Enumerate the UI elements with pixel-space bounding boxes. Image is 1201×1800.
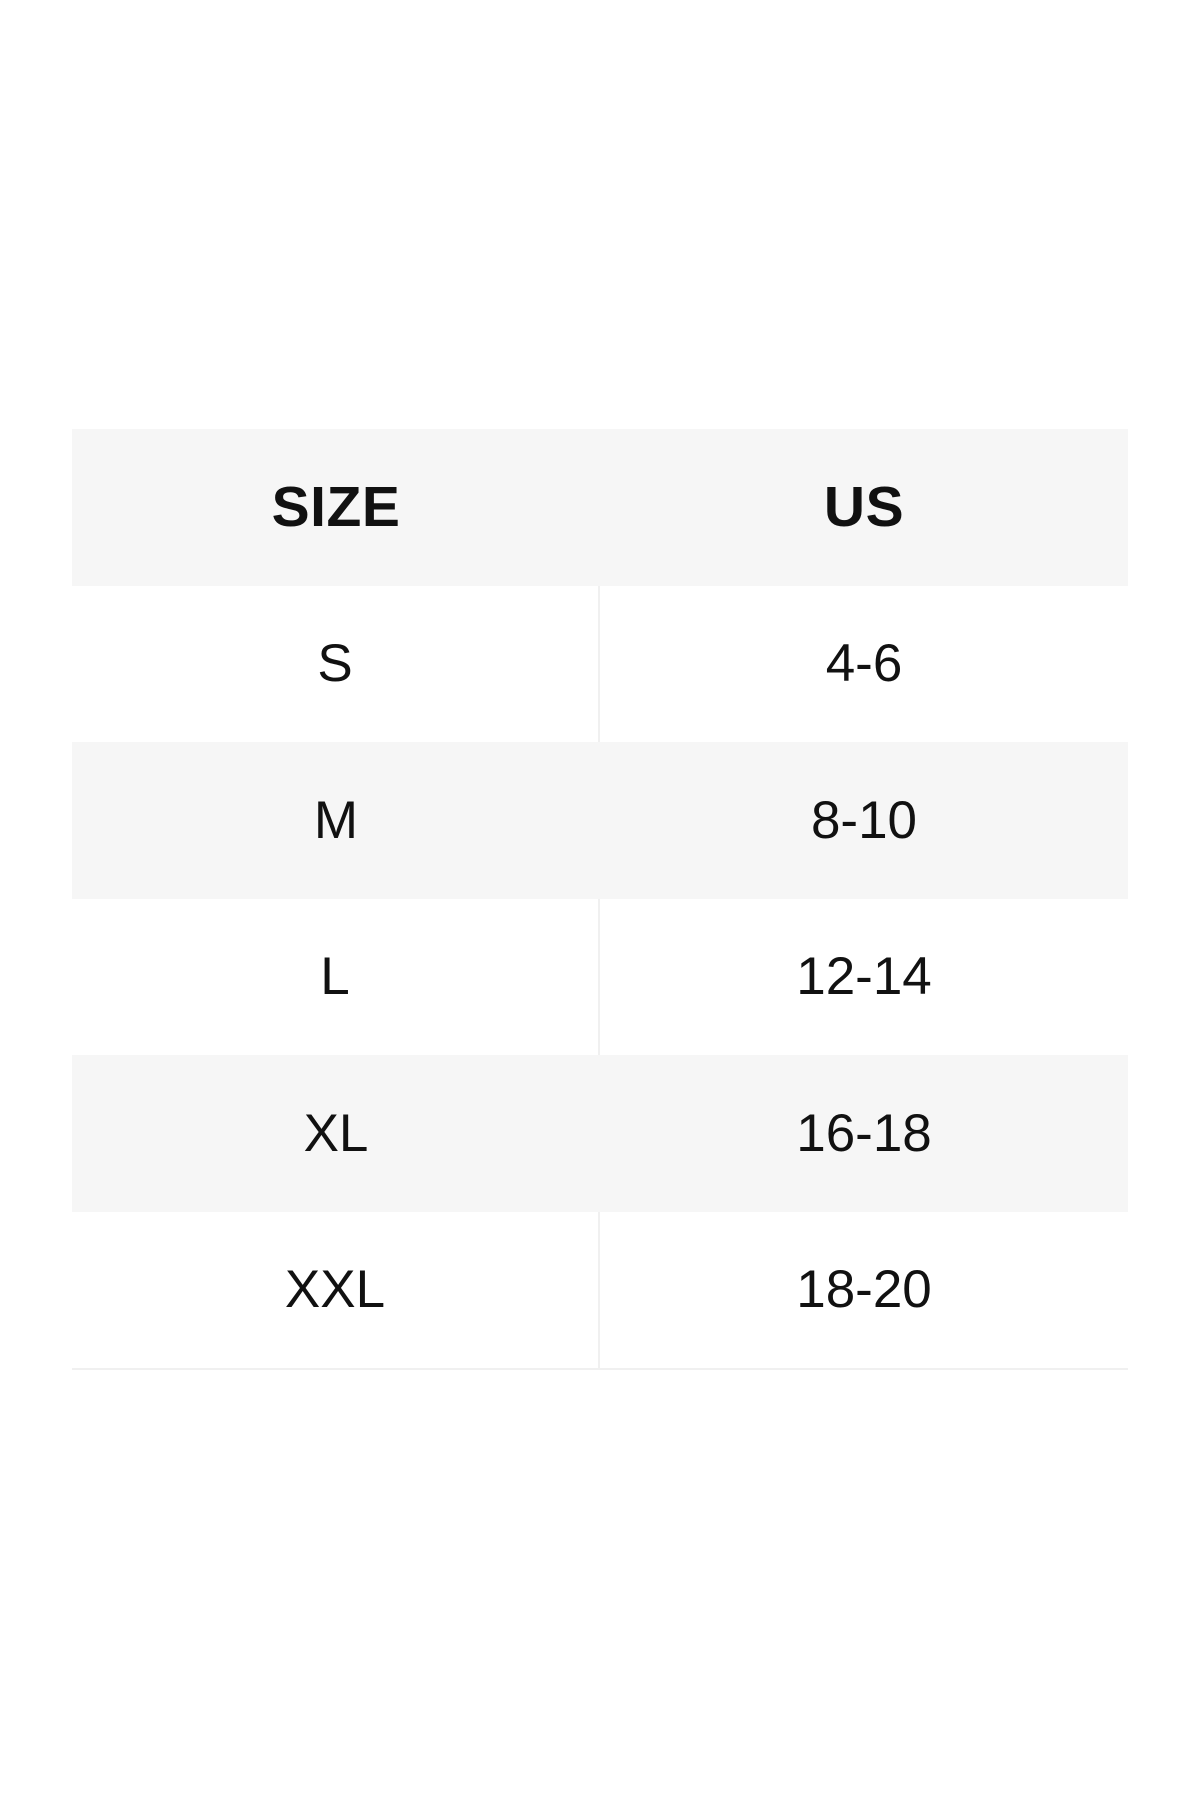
us-cell: 4-6 [825,634,903,694]
table-header-row: SIZE US [72,429,1128,586]
size-cell: S [72,585,600,742]
table-row: M 8-10 [72,742,1128,899]
us-cell: 8-10 [810,790,918,850]
size-cell: XL [303,1103,369,1163]
us-cell: 16-18 [796,1103,932,1163]
column-header-size: SIZE [271,475,401,540]
size-cell: L [72,898,600,1055]
size-cell: XXL [72,1211,600,1368]
table-row: XL 16-18 [72,1055,1128,1212]
table-row: XXL 18-20 [72,1211,1128,1368]
size-chart-table: SIZE US S 4-6 M 8-10 L 12-14 XL 16-18 XX… [72,429,1128,1370]
size-cell: M [313,790,359,850]
us-cell: 18-20 [796,1260,932,1320]
table-row: L 12-14 [72,898,1128,1055]
table-row: S 4-6 [72,585,1128,742]
us-cell: 12-14 [796,947,932,1007]
column-header-us: US [823,475,905,540]
